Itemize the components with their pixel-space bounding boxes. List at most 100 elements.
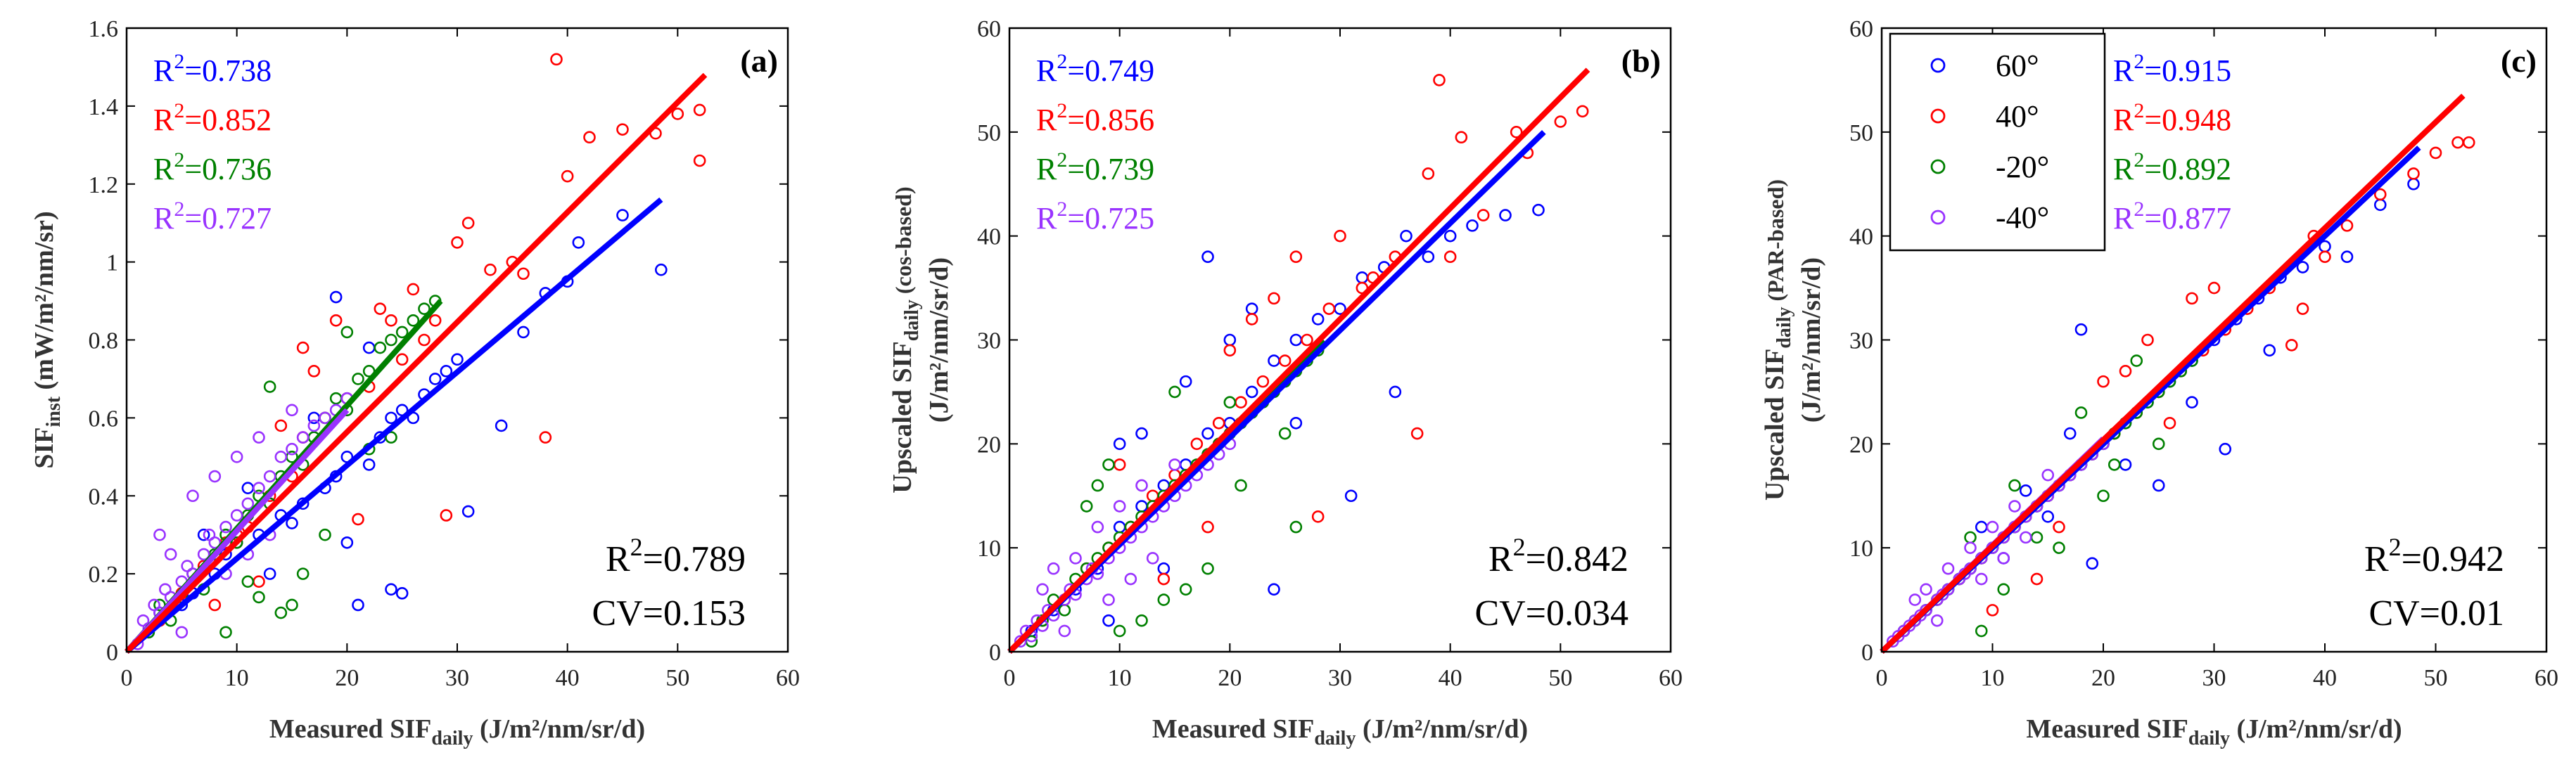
data-point xyxy=(2030,572,2043,586)
r2-label-3: R2=0.739 xyxy=(1036,148,1154,186)
r2-label-4: R2=0.727 xyxy=(153,198,272,236)
x-tick-label: 30 xyxy=(445,665,469,691)
data-point xyxy=(385,411,397,425)
x-tick-label: 30 xyxy=(2202,665,2226,691)
data-point xyxy=(1113,437,1126,451)
data-point xyxy=(616,123,629,136)
x-tick-label: 50 xyxy=(2424,665,2448,691)
data-point xyxy=(1997,552,2010,565)
x-tick-label: 50 xyxy=(1548,665,1572,691)
y-axis-label: SIFinst (mW/m²/nm/sr) xyxy=(30,211,65,468)
data-point xyxy=(1941,562,1955,575)
data-point xyxy=(539,431,552,444)
data-point xyxy=(286,598,298,612)
data-point xyxy=(2008,479,2021,492)
data-point xyxy=(241,575,255,588)
data-point xyxy=(1410,427,1424,440)
data-point xyxy=(1201,562,1214,575)
data-point xyxy=(693,154,706,167)
data-point xyxy=(2340,219,2354,232)
data-point xyxy=(517,326,530,339)
y-tick-label: 30 xyxy=(1849,328,1873,354)
data-point xyxy=(616,209,629,221)
x-tick-label: 20 xyxy=(335,665,359,691)
panel-label: (c) xyxy=(2501,43,2537,79)
y-tick-label: 0.8 xyxy=(89,328,119,354)
data-point xyxy=(1179,583,1192,596)
y-tick-label: 0 xyxy=(989,640,1001,666)
data-point xyxy=(1069,552,1082,565)
y-tick-label: 0.2 xyxy=(89,562,119,588)
data-point xyxy=(1322,302,1336,315)
data-point xyxy=(197,548,210,561)
y-tick-label: 20 xyxy=(1849,432,1873,458)
data-point xyxy=(253,591,265,604)
data-point xyxy=(428,373,442,385)
data-point xyxy=(2319,250,2331,264)
legend-marker xyxy=(1930,108,1946,124)
data-point xyxy=(2152,479,2165,492)
data-point xyxy=(1975,624,1988,638)
x-tick-label: 40 xyxy=(556,665,580,691)
data-point xyxy=(2407,167,2420,180)
legend-label: 40° xyxy=(1996,99,2039,134)
x-tick-label: 60 xyxy=(776,665,800,691)
data-point xyxy=(1433,74,1446,86)
data-point xyxy=(693,103,706,117)
data-point xyxy=(274,606,288,619)
data-point xyxy=(374,302,387,315)
data-point xyxy=(2429,146,2442,160)
data-point xyxy=(1311,313,1325,326)
r2-label-3: R2=0.892 xyxy=(2113,148,2231,186)
data-point xyxy=(1268,583,1280,596)
data-point xyxy=(655,263,668,276)
data-point xyxy=(197,528,210,541)
data-point xyxy=(2041,510,2055,523)
data-point xyxy=(230,536,243,549)
series-4 xyxy=(1886,437,2110,648)
data-point xyxy=(572,236,585,249)
data-point xyxy=(1256,375,1270,388)
data-point xyxy=(1920,604,1932,617)
y-tick-label: 50 xyxy=(977,120,1001,146)
data-point xyxy=(2053,541,2065,554)
data-point xyxy=(1301,333,1313,347)
y-axis-label: Upscaled SIFdaily (cos-based) xyxy=(888,186,923,493)
data-point xyxy=(1422,167,1435,180)
x-axis-label: Measured SIFdaily (J/m²/nm/sr/d) xyxy=(1152,714,1528,749)
data-point xyxy=(241,497,255,510)
x-tick-label: 10 xyxy=(1981,665,2005,691)
data-point xyxy=(230,509,243,522)
data-point xyxy=(1289,250,1303,264)
data-point xyxy=(395,326,409,339)
data-point xyxy=(253,482,265,494)
data-point xyxy=(1223,344,1237,357)
data-point xyxy=(352,598,364,612)
x-tick-label: 30 xyxy=(1328,665,1352,691)
data-point xyxy=(307,419,321,432)
r2-label-4: R2=0.877 xyxy=(2113,198,2231,236)
data-point xyxy=(175,626,189,639)
data-point xyxy=(1102,593,1115,606)
data-point xyxy=(263,380,276,393)
data-point xyxy=(1146,552,1159,565)
data-point xyxy=(1245,385,1258,399)
data-point xyxy=(1986,604,1999,617)
data-point xyxy=(517,267,530,281)
y-tick-label: 30 xyxy=(977,328,1001,354)
data-point xyxy=(164,548,177,561)
data-point xyxy=(428,314,442,327)
x-tick-label: 60 xyxy=(1659,665,1683,691)
y-axis-units: (J/m²/nm/sr/d) xyxy=(924,257,954,423)
x-axis-label: Measured SIFdaily (J/m²/nm/sr/d) xyxy=(269,714,645,749)
overall-r2: R2=0.842 xyxy=(1488,533,1628,579)
data-point xyxy=(2130,354,2143,367)
overall-r2: R2=0.942 xyxy=(2364,533,2504,579)
overall-cv: CV=0.153 xyxy=(592,593,746,633)
r2-label-1: R2=0.738 xyxy=(153,50,272,88)
data-point xyxy=(2008,500,2021,513)
data-point xyxy=(1997,583,2010,596)
data-point xyxy=(1576,105,1589,118)
data-point xyxy=(286,517,298,529)
x-tick-label: 60 xyxy=(2534,665,2558,691)
